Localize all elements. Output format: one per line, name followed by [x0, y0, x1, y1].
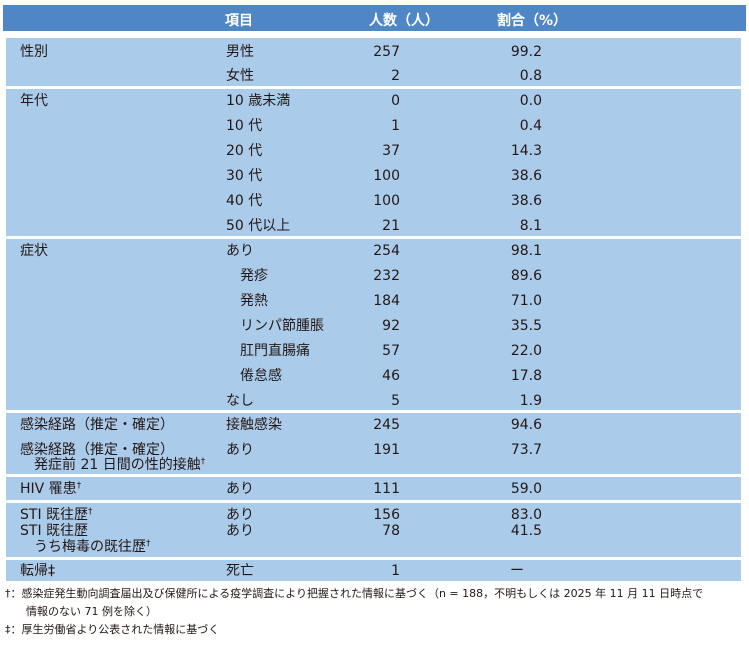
percent-value: 14.3: [510, 143, 542, 159]
count-value: 92: [382, 318, 400, 334]
count-value: 191: [373, 442, 400, 458]
header-item: 項目: [225, 13, 253, 29]
percent-value: 0.8: [519, 68, 542, 84]
percent-value: 41.5: [510, 523, 542, 539]
item-label: 50 代以上: [226, 218, 291, 234]
count-value: 254: [373, 243, 400, 259]
percent-value: 59.0: [510, 481, 542, 497]
percent-value: 0.0: [519, 93, 542, 109]
percent-value: 8.1: [519, 218, 542, 234]
footnote-dagger: †：感染症発生動向調査届出及び保健所による疫学調査により把握された情報に基づく（…: [5, 587, 704, 600]
percent-value: 0.4: [519, 118, 542, 134]
count-value: 78: [382, 523, 400, 539]
category-sublabel: うち梅毒の既往歴†: [34, 539, 151, 555]
sub-item-label: リンパ節腫脹: [240, 318, 324, 334]
item-label: 男性: [226, 44, 254, 60]
count-value: 232: [373, 268, 400, 284]
category-label: STI 既往歴†: [20, 507, 93, 523]
item-label: あり: [226, 507, 254, 523]
item-label: 40 代: [226, 193, 263, 209]
category-label: 感染経路（推定・確定）: [20, 442, 174, 458]
count-value: 245: [373, 417, 400, 433]
item-label: 10 歳未満: [226, 93, 291, 109]
count-value: 100: [373, 193, 400, 209]
category-label: 転帰‡: [20, 563, 55, 579]
item-label: 10 代: [226, 118, 263, 134]
item-label: 20 代: [226, 143, 263, 159]
header-percent: 割合（%）: [497, 13, 568, 29]
item-label: あり: [226, 243, 254, 259]
footnote-double-dagger: ‡：厚生労働省より公表された情報に基づく: [5, 623, 220, 636]
group-sex: 性別 男性 257 99.2 女性 2 0.8: [6, 38, 741, 86]
group-symptoms: 症状 あり 254 98.1 発疹 232 89.6 発熱 184 71.0 リ…: [6, 239, 741, 410]
sub-item-label: 肛門直腸痛: [240, 343, 310, 359]
category-label: 症状: [20, 243, 48, 259]
item-label: 女性: [226, 68, 254, 84]
percent-value: 1.9: [519, 393, 542, 409]
item-label: なし: [226, 393, 254, 409]
count-value: 184: [373, 293, 400, 309]
group-route: 感染経路（推定・確定） 接触感染 245 94.6 感染経路（推定・確定） 発症…: [6, 413, 741, 474]
percent-value: 71.0: [510, 293, 542, 309]
group-hiv: HIV 罹患† あり 111 59.0: [6, 477, 741, 500]
count-value: 46: [382, 368, 400, 384]
group-outcome: 転帰‡ 死亡 1 ー: [6, 560, 741, 581]
group-age: 年代 10 歳未満 0 0.0 10 代 1 0.4 20 代 37 14.3 …: [6, 89, 741, 236]
category-label: 年代: [20, 93, 48, 109]
percent-value: 89.6: [510, 268, 542, 284]
percent-value: 98.1: [510, 243, 542, 259]
item-label: あり: [226, 523, 254, 539]
sub-item-label: 倦怠感: [240, 368, 282, 384]
percent-value: 83.0: [510, 507, 542, 523]
category-label: STI 既往歴: [20, 523, 89, 539]
count-value: 156: [373, 507, 400, 523]
item-label: 30 代: [226, 168, 263, 184]
count-value: 21: [382, 218, 400, 234]
percent-value: 38.6: [510, 168, 542, 184]
group-sti: STI 既往歴† あり 156 83.0 STI 既往歴 うち梅毒の既往歴† あ…: [6, 503, 741, 557]
category-sublabel: 発症前 21 日間の性的接触†: [34, 457, 206, 473]
footnote-dagger-cont: 情報のない 71 例を除く）: [26, 605, 157, 618]
category-label: HIV 罹患†: [20, 481, 82, 497]
count-value: 0: [391, 93, 400, 109]
table-header: 項目 人数（人） 割合（%）: [3, 5, 746, 31]
category-label: 感染経路（推定・確定）: [20, 417, 174, 433]
percent-value: 99.2: [510, 44, 542, 60]
count-value: 1: [391, 563, 400, 579]
count-value: 100: [373, 168, 400, 184]
header-count: 人数（人）: [369, 13, 439, 29]
count-value: 2: [391, 68, 400, 84]
item-label: 死亡: [226, 563, 254, 579]
item-label: あり: [226, 481, 254, 497]
percent-value: ー: [510, 563, 524, 579]
count-value: 5: [391, 393, 400, 409]
percent-value: 73.7: [510, 442, 542, 458]
sub-item-label: 発熱: [240, 293, 268, 309]
percent-value: 94.6: [510, 417, 542, 433]
count-value: 37: [382, 143, 400, 159]
sub-item-label: 発疹: [240, 268, 268, 284]
percent-value: 35.5: [510, 318, 542, 334]
percent-value: 22.0: [510, 343, 542, 359]
count-value: 257: [373, 44, 400, 60]
item-label: あり: [226, 442, 254, 458]
item-label: 接触感染: [226, 417, 282, 433]
count-value: 57: [382, 343, 400, 359]
category-label: 性別: [20, 44, 48, 60]
count-value: 1: [391, 118, 400, 134]
percent-value: 17.8: [510, 368, 542, 384]
count-value: 111: [373, 481, 400, 497]
percent-value: 38.6: [510, 193, 542, 209]
